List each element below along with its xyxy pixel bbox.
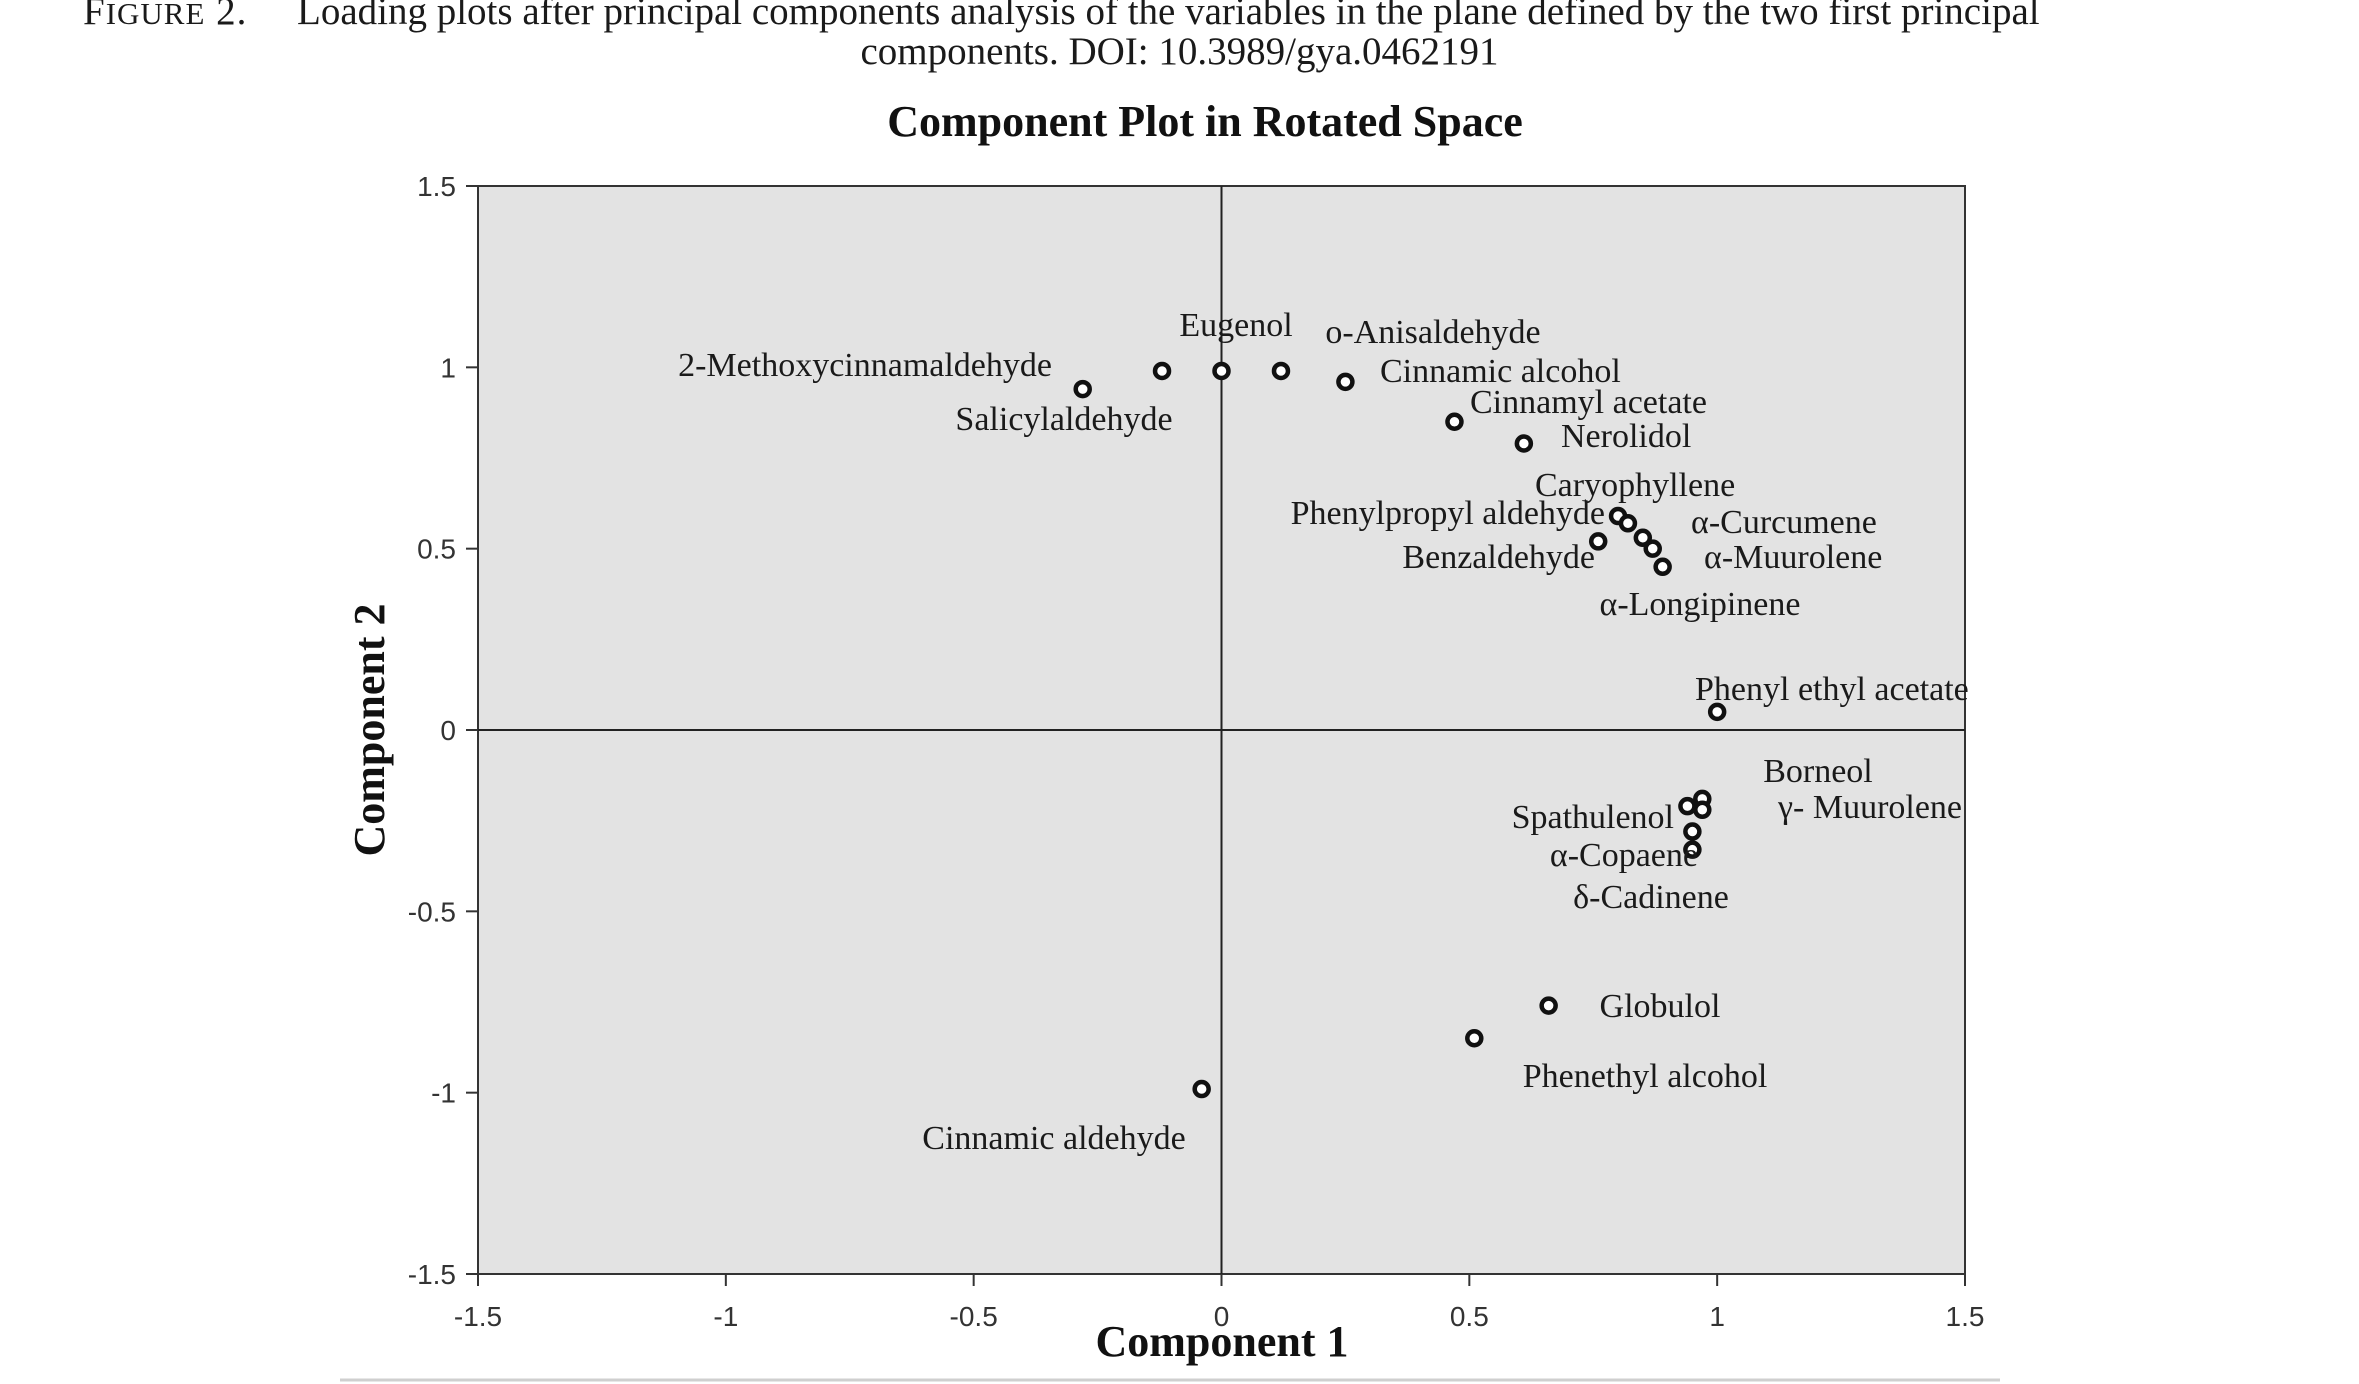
- point-label: Spathulenol: [1512, 799, 1674, 836]
- x-axis-label: Component 1: [1095, 1317, 1348, 1366]
- caption-line-1: Loading plots after principal components…: [297, 0, 2040, 33]
- point-label: Cinnamyl acetate: [1470, 384, 1707, 421]
- data-point: [1192, 1079, 1211, 1099]
- y-tick-label: 1: [440, 352, 456, 383]
- point-labels: 2-Methoxycinnamaldehyde Salicylaldehyde Eu…: [678, 307, 1969, 1157]
- data-point: [1212, 361, 1231, 381]
- point-label: Caryophyllene: [1535, 467, 1735, 504]
- point-label: α-Longipinene: [1600, 586, 1801, 623]
- figure-label-rest: IGURE: [105, 0, 206, 31]
- data-point: [1643, 539, 1662, 558]
- x-tick-label: -0.5: [950, 1301, 998, 1332]
- y-tick-label: 0: [440, 715, 456, 746]
- data-point: [1539, 996, 1558, 1015]
- data-point: [1271, 361, 1291, 381]
- point-label: Cinnamic aldehyde: [922, 1120, 1185, 1157]
- figure-label-initial: F: [83, 0, 106, 33]
- data-points: [1073, 361, 1727, 1099]
- point-label: α-Curcumene: [1691, 504, 1877, 541]
- point-label: α-Copaene: [1550, 837, 1698, 874]
- point-label: δ-Cadinene: [1573, 879, 1729, 916]
- figure-label: FIGURE 2.: [83, 0, 247, 34]
- data-point: [1693, 800, 1712, 820]
- data-point: [1588, 532, 1608, 551]
- y-tick-label: 0.5: [417, 534, 456, 565]
- data-point: [1073, 379, 1092, 399]
- point-label: Phenethyl alcohol: [1523, 1058, 1768, 1095]
- point-label: Benzaldehyde: [1402, 539, 1595, 576]
- point-label: o-Anisaldehyde: [1325, 314, 1540, 351]
- caption-line-2: components. DOI: 10.3989/gya.0462191: [860, 30, 1499, 73]
- point-label: Globulol: [1600, 988, 1721, 1025]
- y-axis-label: Component 2: [345, 603, 394, 856]
- figure-number: 2.: [216, 0, 248, 33]
- point-label: γ- Muurolene: [1777, 789, 1962, 826]
- data-point: [1707, 702, 1727, 722]
- point-label: α-Muurolene: [1704, 539, 1882, 576]
- x-tick-label: 0: [1214, 1301, 1230, 1332]
- x-tick-label: 1: [1709, 1301, 1725, 1332]
- y-tick-label: -1: [431, 1078, 456, 1109]
- x-tick-label: -1.5: [454, 1301, 502, 1332]
- point-label: Eugenol: [1179, 307, 1292, 344]
- x-tick-label: -1: [713, 1301, 738, 1332]
- x-tick-label: 1.5: [1946, 1301, 1985, 1332]
- tick-labels: -1.5 -1 -0.5 0 0.5 1 1.5 -1.5 -1 -0.5 0 0.5 1 1.5: [408, 171, 1985, 1332]
- data-point: [1683, 822, 1702, 841]
- y-tick-label: 1.5: [417, 171, 456, 202]
- point-label: Nerolidol: [1561, 418, 1691, 455]
- chart-title: Component Plot in Rotated Space: [887, 97, 1523, 146]
- data-point: [1618, 514, 1638, 533]
- point-label: 2-Methoxycinnamaldehyde: [678, 347, 1052, 384]
- data-point: [1152, 361, 1172, 381]
- y-tick-label: -0.5: [408, 896, 456, 927]
- data-point: [1683, 840, 1702, 859]
- data-point: [1465, 1029, 1484, 1048]
- data-point: [1633, 528, 1653, 548]
- point-label: Cinnamic alcohol: [1380, 353, 1621, 390]
- data-point: [1514, 434, 1534, 453]
- point-label: Salicylaldehyde: [955, 401, 1172, 438]
- point-label: Phenyl ethyl acetate: [1695, 671, 1969, 708]
- data-point: [1678, 796, 1697, 816]
- y-tick-label: -1.5: [408, 1259, 456, 1290]
- data-point: [1336, 372, 1355, 392]
- x-tick-label: 0.5: [1450, 1301, 1489, 1332]
- data-point: [1653, 557, 1672, 577]
- data-point: [1445, 412, 1464, 431]
- point-label: Borneol: [1763, 753, 1873, 790]
- point-label: Phenylpropyl aldehyde: [1291, 495, 1605, 532]
